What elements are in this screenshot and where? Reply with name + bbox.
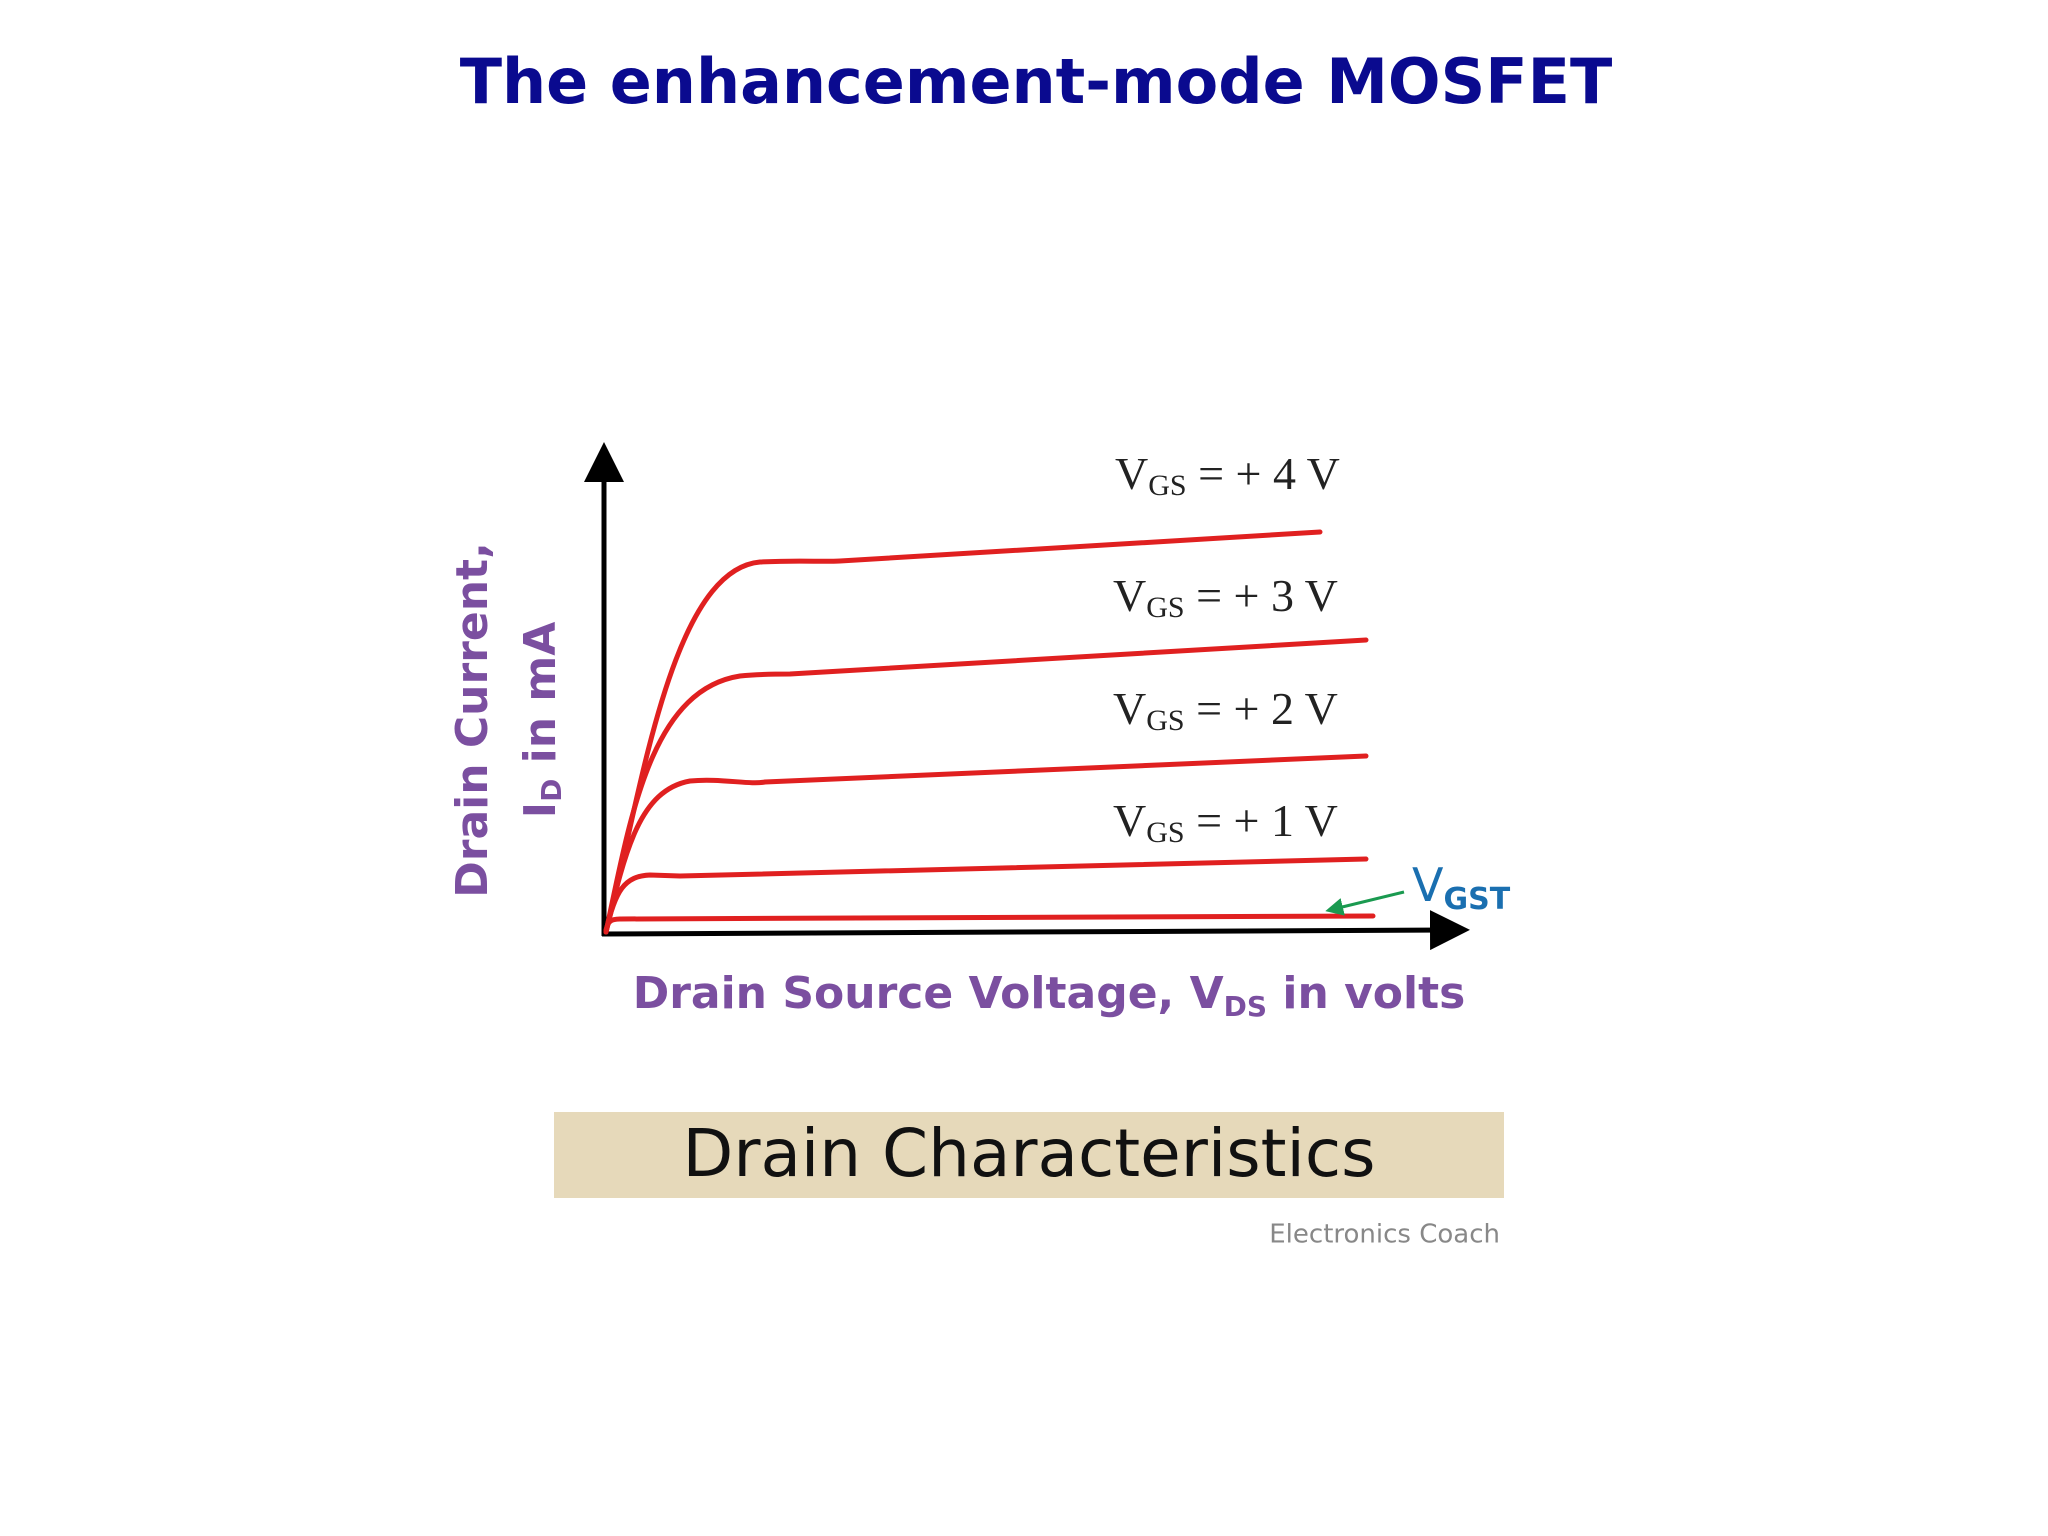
x-axis — [601, 910, 1470, 951]
text-part: = + 2 V — [1185, 683, 1338, 734]
text-part: GST — [1443, 882, 1510, 917]
text-part: = + 3 V — [1185, 570, 1338, 621]
text-part: V — [1113, 795, 1146, 846]
text-part: GS — [1148, 469, 1186, 502]
text-part: D — [535, 779, 568, 802]
text-part: GS — [1146, 704, 1184, 737]
text-part: Drain Source Voltage, V — [633, 968, 1224, 1019]
caption: Drain Characteristics — [683, 1115, 1376, 1192]
threshold-label: VGST — [1412, 858, 1511, 917]
text-part: I — [515, 802, 566, 818]
curve-label: VGS = + 1 V — [1113, 795, 1338, 849]
caption-box — [554, 1112, 1504, 1198]
curve-label: VGS = + 3 V — [1113, 570, 1338, 624]
text-part: DS — [1224, 990, 1267, 1023]
y-axis-label: Drain Current, ID in mA — [447, 542, 568, 898]
text-part: V — [1113, 570, 1146, 621]
curve-1v — [603, 856, 1369, 935]
credit: Electronics Coach — [1269, 1220, 1500, 1250]
curve-3v — [603, 637, 1369, 935]
text-part: in mA — [515, 622, 566, 779]
text-part: in volts — [1267, 968, 1465, 1019]
text-part: GS — [1146, 816, 1184, 849]
curve-threshold — [603, 913, 1376, 933]
text-part: = + 1 V — [1185, 795, 1338, 846]
curve-label: VGS = + 4 V — [1115, 448, 1340, 502]
text-part: V — [1115, 448, 1148, 499]
y-label-line2: ID in mA — [515, 622, 568, 819]
text-part: GS — [1146, 591, 1184, 624]
text-part: V — [1113, 683, 1146, 734]
text-part: V — [1412, 858, 1444, 912]
x-axis-label: Drain Source Voltage, VDS in volts — [633, 968, 1466, 1023]
curve-label: VGS = + 2 V — [1113, 683, 1338, 737]
text-part: = + 4 V — [1187, 448, 1340, 499]
y-label-line1: Drain Current, — [447, 542, 498, 898]
threshold-arrow — [1325, 890, 1405, 916]
curve-2v — [603, 753, 1369, 935]
slide-title: The enhancement-mode MOSFET — [460, 45, 1613, 118]
